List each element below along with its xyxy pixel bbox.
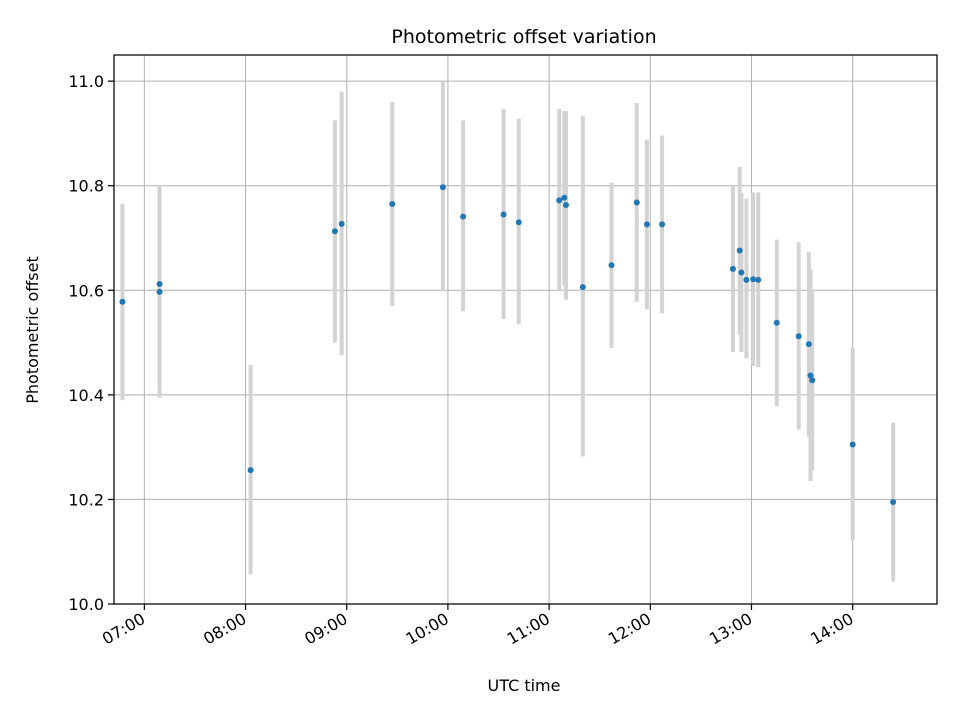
data-point <box>736 247 743 254</box>
data-point <box>608 262 615 269</box>
data-point <box>579 284 586 291</box>
data-point <box>247 467 254 474</box>
data-point <box>338 220 345 227</box>
data-point <box>389 201 396 208</box>
y-tick-label: 10.0 <box>68 595 104 614</box>
y-tick-label: 10.8 <box>68 177 104 196</box>
data-point <box>331 228 338 235</box>
data-point <box>633 199 640 206</box>
data-point <box>460 213 467 220</box>
data-point <box>807 372 814 379</box>
data-point <box>773 319 780 326</box>
data-point <box>500 211 507 218</box>
data-point <box>805 341 812 348</box>
data-point <box>890 499 897 506</box>
data-point <box>849 441 856 448</box>
data-point <box>439 184 446 191</box>
data-point <box>556 197 563 204</box>
y-tick-label: 11.0 <box>68 72 104 91</box>
y-tick-label: 10.6 <box>68 281 104 300</box>
data-point <box>738 269 745 276</box>
x-axis-label: UTC time <box>488 676 561 695</box>
data-points <box>119 184 897 506</box>
chart-title: Photometric offset variation <box>391 26 656 48</box>
data-point <box>750 276 757 283</box>
data-point <box>156 288 163 295</box>
data-point <box>659 221 666 228</box>
data-point <box>156 281 163 288</box>
y-tick-label: 10.4 <box>68 386 104 405</box>
data-point <box>729 265 736 272</box>
data-point <box>755 276 762 283</box>
plot-frame <box>113 54 938 605</box>
y-tick-label: 10.2 <box>68 490 104 509</box>
data-point <box>515 219 522 226</box>
y-axis-label: Photometric offset <box>23 256 42 404</box>
data-point <box>809 377 816 384</box>
data-point <box>561 194 568 201</box>
data-point <box>743 276 750 283</box>
data-point <box>119 298 126 305</box>
y-axis: 10.0 10.2 10.4 10.6 10.8 11.0 <box>68 72 114 614</box>
data-point <box>795 333 802 340</box>
data-point <box>643 221 650 228</box>
data-point <box>562 202 569 209</box>
